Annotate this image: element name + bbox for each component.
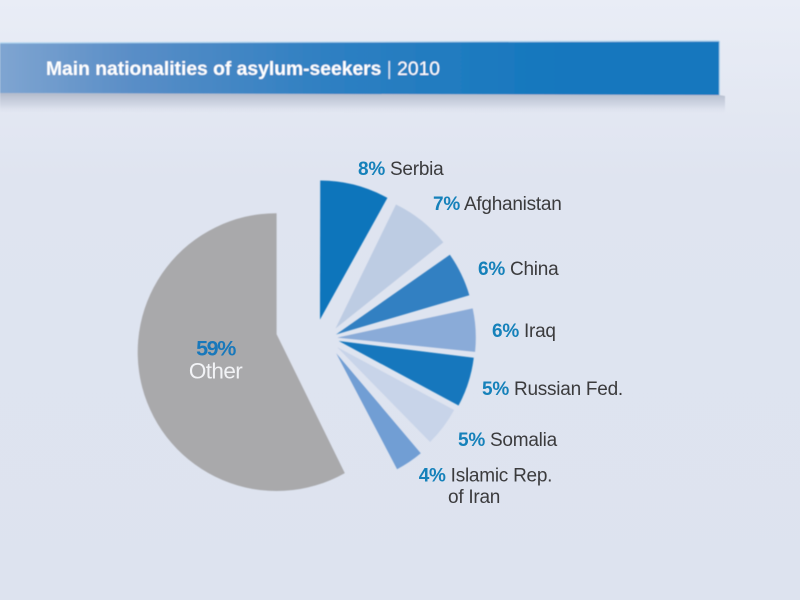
svg-text:8% Serbia: 8% Serbia — [358, 159, 444, 180]
svg-text:5% Somalia: 5% Somalia — [458, 430, 558, 451]
svg-text:Other: Other — [189, 359, 243, 384]
svg-text:6% Iraq: 6% Iraq — [492, 321, 556, 342]
svg-text:59%: 59% — [196, 337, 236, 361]
svg-text:7% Afghanistan: 7% Afghanistan — [433, 194, 562, 215]
svg-text:4% Islamic Rep.: 4% Islamic Rep. — [419, 466, 553, 487]
svg-text:5% Russian Fed.: 5% Russian Fed. — [482, 379, 623, 400]
svg-text:of Iran: of Iran — [448, 487, 500, 508]
svg-text:6% China: 6% China — [478, 259, 559, 280]
svg-text:Main nationalities of asylum-s: Main nationalities of asylum-seekers | 2… — [46, 59, 440, 80]
